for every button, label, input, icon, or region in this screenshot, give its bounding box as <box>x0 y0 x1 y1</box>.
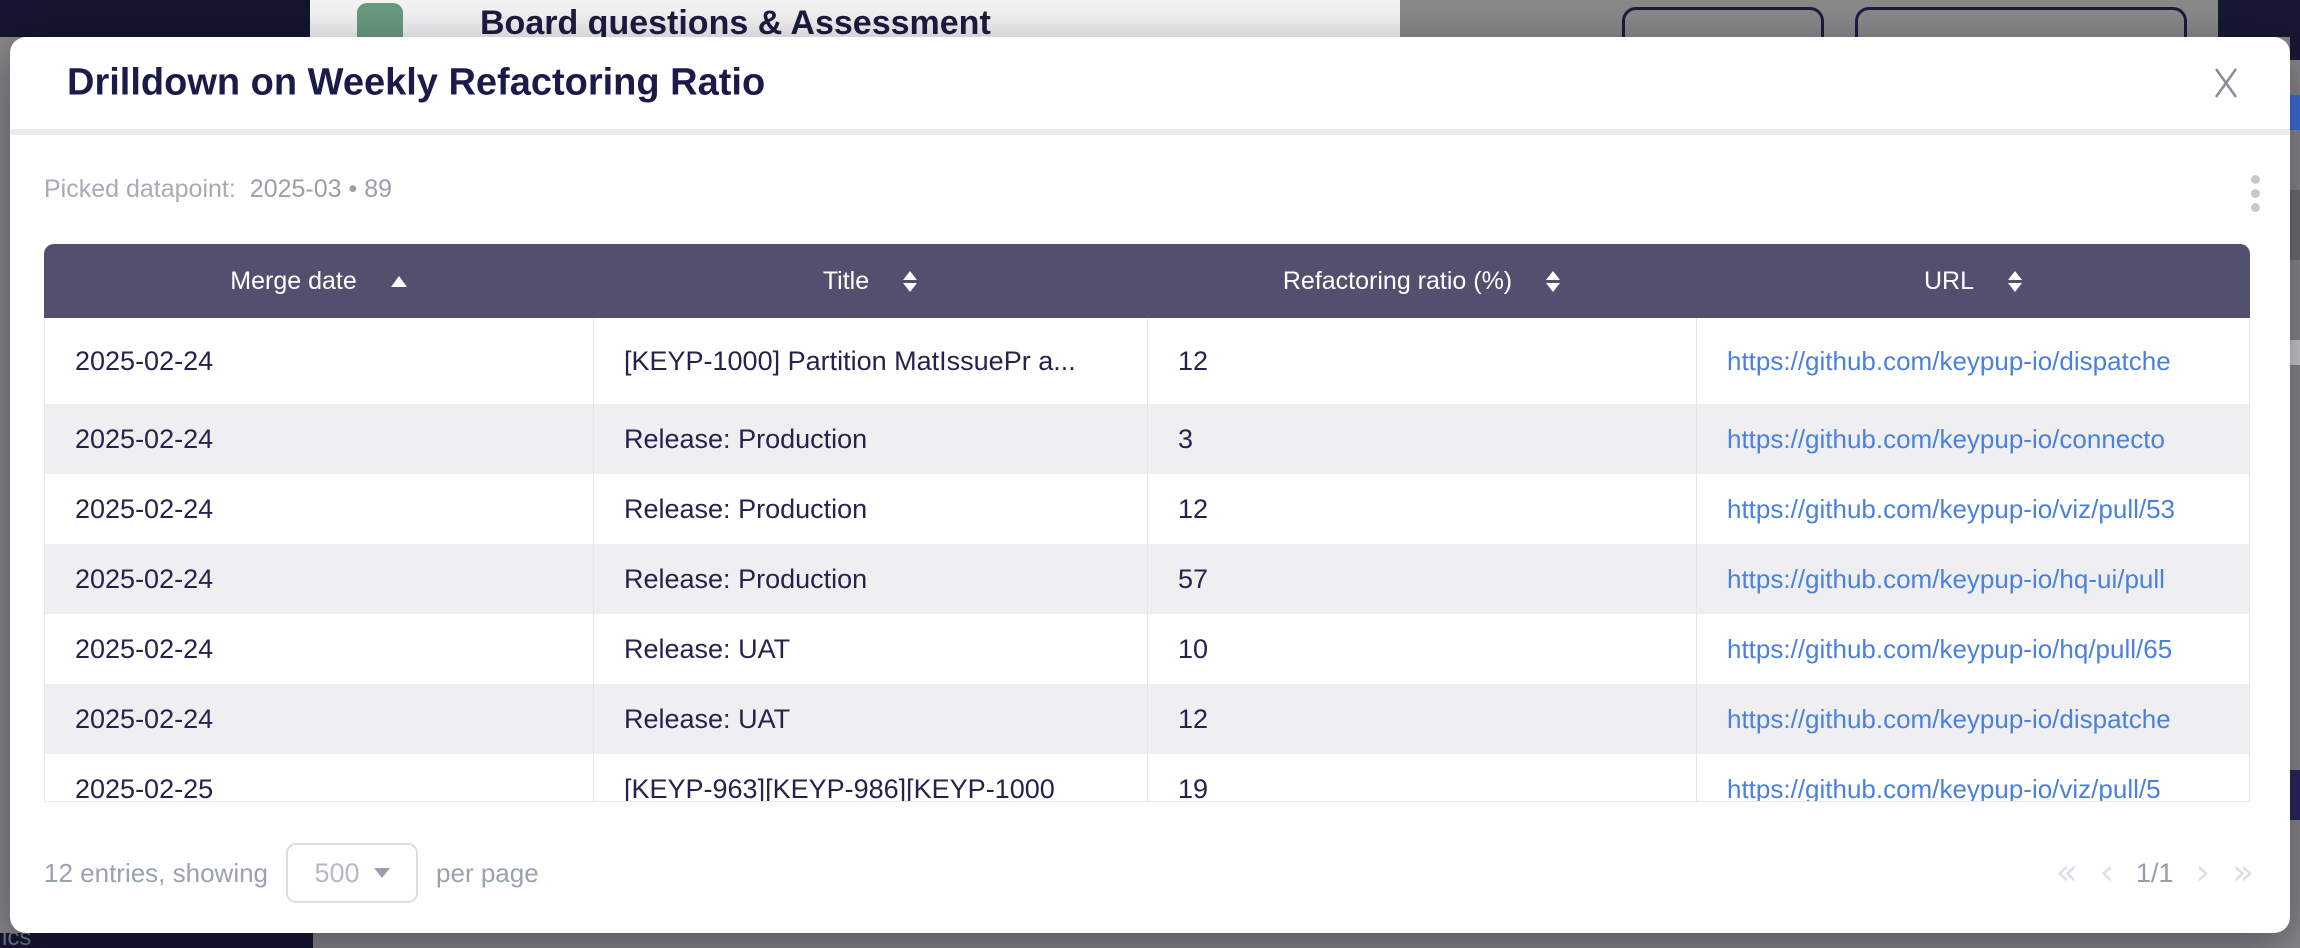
table-row: 2025-02-24 [KEYP-1000] Partition MatIssu… <box>45 318 2249 404</box>
page-title: Board questions & Assessment <box>480 4 991 37</box>
close-button[interactable] <box>2204 61 2248 105</box>
table-header-row: Merge date Title Refactoring ratio (%) U… <box>44 244 2250 318</box>
cell-merge-date: 2025-02-25 <box>75 773 214 802</box>
picked-datapoint-value: 2025-03 • 89 <box>249 175 392 203</box>
page-size-select[interactable]: 500 <box>286 843 419 903</box>
cell-merge-date: 2025-02-24 <box>75 633 214 664</box>
url-link[interactable]: https://github.com/keypup-io/connecto <box>1727 423 2165 454</box>
cell-ratio: 10 <box>1147 614 1696 684</box>
cell-ratio: 12 <box>1147 318 1696 404</box>
modal-header: Drilldown on Weekly Refactoring Ratio <box>10 37 2290 129</box>
column-header-merge-date[interactable]: Merge date <box>44 244 593 318</box>
background-dark-panel <box>2218 0 2300 37</box>
drilldown-table: Merge date Title Refactoring ratio (%) U… <box>44 244 2250 802</box>
background-fragment <box>2290 190 2300 260</box>
cell-url: https://github.com/keypup-io/viz/pull/53 <box>1696 474 2249 544</box>
cell-ratio: 3 <box>1147 404 1696 474</box>
sidebar-fragment-bottom: ics <box>0 933 313 948</box>
table-row: 2025-02-24 Release: Production 3 https:/… <box>45 404 2249 474</box>
chevron-down-icon <box>373 868 390 878</box>
background-fragment <box>2290 770 2300 820</box>
cell-merge-date: 2025-02-24 <box>75 703 214 734</box>
table-row: 2025-02-24 Release: UAT 10 https://githu… <box>45 614 2249 684</box>
sidebar-item-label-fragment: ics <box>2 933 32 948</box>
sidebar-fragment-top <box>0 0 310 37</box>
background-fragment <box>2290 0 2300 60</box>
cell-url: https://github.com/keypup-io/dispatche <box>1696 318 2249 404</box>
column-header-refactoring-ratio[interactable]: Refactoring ratio (%) <box>1147 244 1696 318</box>
table-row: 2025-02-24 Release: Production 57 https:… <box>45 544 2249 614</box>
background-right-strip <box>2290 0 2300 948</box>
url-link[interactable]: https://github.com/keypup-io/hq/pull/65 <box>1727 633 2173 664</box>
column-label: Refactoring ratio (%) <box>1282 266 1513 295</box>
cell-ratio: 12 <box>1147 684 1696 754</box>
cell-merge-date: 2025-02-24 <box>75 563 214 594</box>
background-header-strip: Board questions & Assessment <box>0 0 2300 37</box>
cell-merge-date: 2025-02-24 <box>75 423 214 454</box>
first-page-button[interactable]: « <box>2055 852 2078 893</box>
cell-url: https://github.com/keypup-io/connecto <box>1696 404 2249 474</box>
next-page-button[interactable]: › <box>2195 852 2210 893</box>
picked-datapoint-label: Picked datapoint: <box>44 175 236 203</box>
cell-merge-date: 2025-02-24 <box>75 493 214 524</box>
page-size-value: 500 <box>314 857 360 888</box>
kebab-menu-icon[interactable] <box>2247 171 2264 216</box>
cell-title: [KEYP-963][KEYP-986][KEYP-1000 <box>593 754 1147 801</box>
per-page-label: per page <box>436 857 539 888</box>
sort-icon <box>1546 270 1561 292</box>
url-link[interactable]: https://github.com/keypup-io/viz/pull/53 <box>1727 493 2176 524</box>
column-label: URL <box>1923 266 1974 295</box>
drilldown-modal: Drilldown on Weekly Refactoring Ratio Pi… <box>10 37 2290 933</box>
column-label: Title <box>822 266 870 295</box>
sort-icon <box>2008 270 2022 292</box>
column-header-url[interactable]: URL <box>1696 244 2250 318</box>
picked-datapoint: Picked datapoint: 2025-03 • 89 <box>44 175 392 204</box>
last-page-button[interactable]: » <box>2231 852 2254 893</box>
dimmed-toolbar-fragment <box>1400 0 2218 37</box>
pagination: « ‹ 1/1 › » <box>2056 855 2254 891</box>
prev-page-button[interactable]: ‹ <box>2099 852 2115 893</box>
cell-title: Release: Production <box>593 474 1147 544</box>
sort-icon <box>903 270 918 292</box>
background-bottom-strip: ics <box>0 933 2300 948</box>
cell-ratio: 12 <box>1147 474 1696 544</box>
sort-asc-icon <box>390 275 407 287</box>
page-header-fragment: Board questions & Assessment <box>310 0 1400 37</box>
column-label: Merge date <box>230 266 357 295</box>
cell-title: Release: UAT <box>593 614 1147 684</box>
cell-url: https://github.com/keypup-io/hq/pull/65 <box>1696 614 2249 684</box>
cell-url: https://github.com/keypup-io/viz/pull/5 <box>1696 754 2249 802</box>
board-icon <box>357 3 403 37</box>
url-link[interactable]: https://github.com/keypup-io/dispatche <box>1727 345 2171 376</box>
cell-title: Release: UAT <box>593 684 1147 754</box>
cell-title: Release: Production <box>593 544 1147 614</box>
url-link[interactable]: https://github.com/keypup-io/dispatche <box>1727 703 2171 734</box>
page-indicator: 1/1 <box>2136 857 2174 888</box>
cell-url: https://github.com/keypup-io/hq-ui/pull <box>1696 544 2249 614</box>
modal-body: Picked datapoint: 2025-03 • 89 Merge date… <box>10 135 2290 933</box>
close-icon <box>2204 68 2248 108</box>
cell-url: https://github.com/keypup-io/dispatche <box>1696 684 2249 754</box>
background-fragment <box>2290 95 2300 130</box>
table-row: 2025-02-24 Release: Production 12 https:… <box>45 474 2249 544</box>
divider <box>10 129 2290 135</box>
url-link[interactable]: https://github.com/keypup-io/viz/pull/5 <box>1727 773 2161 802</box>
table-footer: 12 entries, showing 500 per page « ‹ 1/1… <box>44 841 2254 905</box>
cell-ratio: 19 <box>1147 754 1696 801</box>
column-header-title[interactable]: Title <box>593 244 1147 318</box>
entries-count-label: 12 entries, showing <box>44 857 269 888</box>
table-row: 2025-02-24 Release: UAT 12 https://githu… <box>45 684 2249 754</box>
cell-ratio: 57 <box>1147 544 1696 614</box>
background-button <box>1855 7 2187 37</box>
cell-merge-date: 2025-02-24 <box>75 345 214 376</box>
cell-title: [KEYP-1000] Partition MatIssuePr a... <box>593 318 1147 404</box>
cell-title: Release: Production <box>593 404 1147 474</box>
table-row: 2025-02-25 [KEYP-963][KEYP-986][KEYP-100… <box>45 754 2249 802</box>
background-button <box>1622 7 1824 37</box>
url-link[interactable]: https://github.com/keypup-io/hq-ui/pull <box>1727 563 2165 594</box>
modal-title: Drilldown on Weekly Refactoring Ratio <box>67 61 766 104</box>
background-fragment <box>2290 340 2300 365</box>
table-body: 2025-02-24 [KEYP-1000] Partition MatIssu… <box>44 318 2250 802</box>
